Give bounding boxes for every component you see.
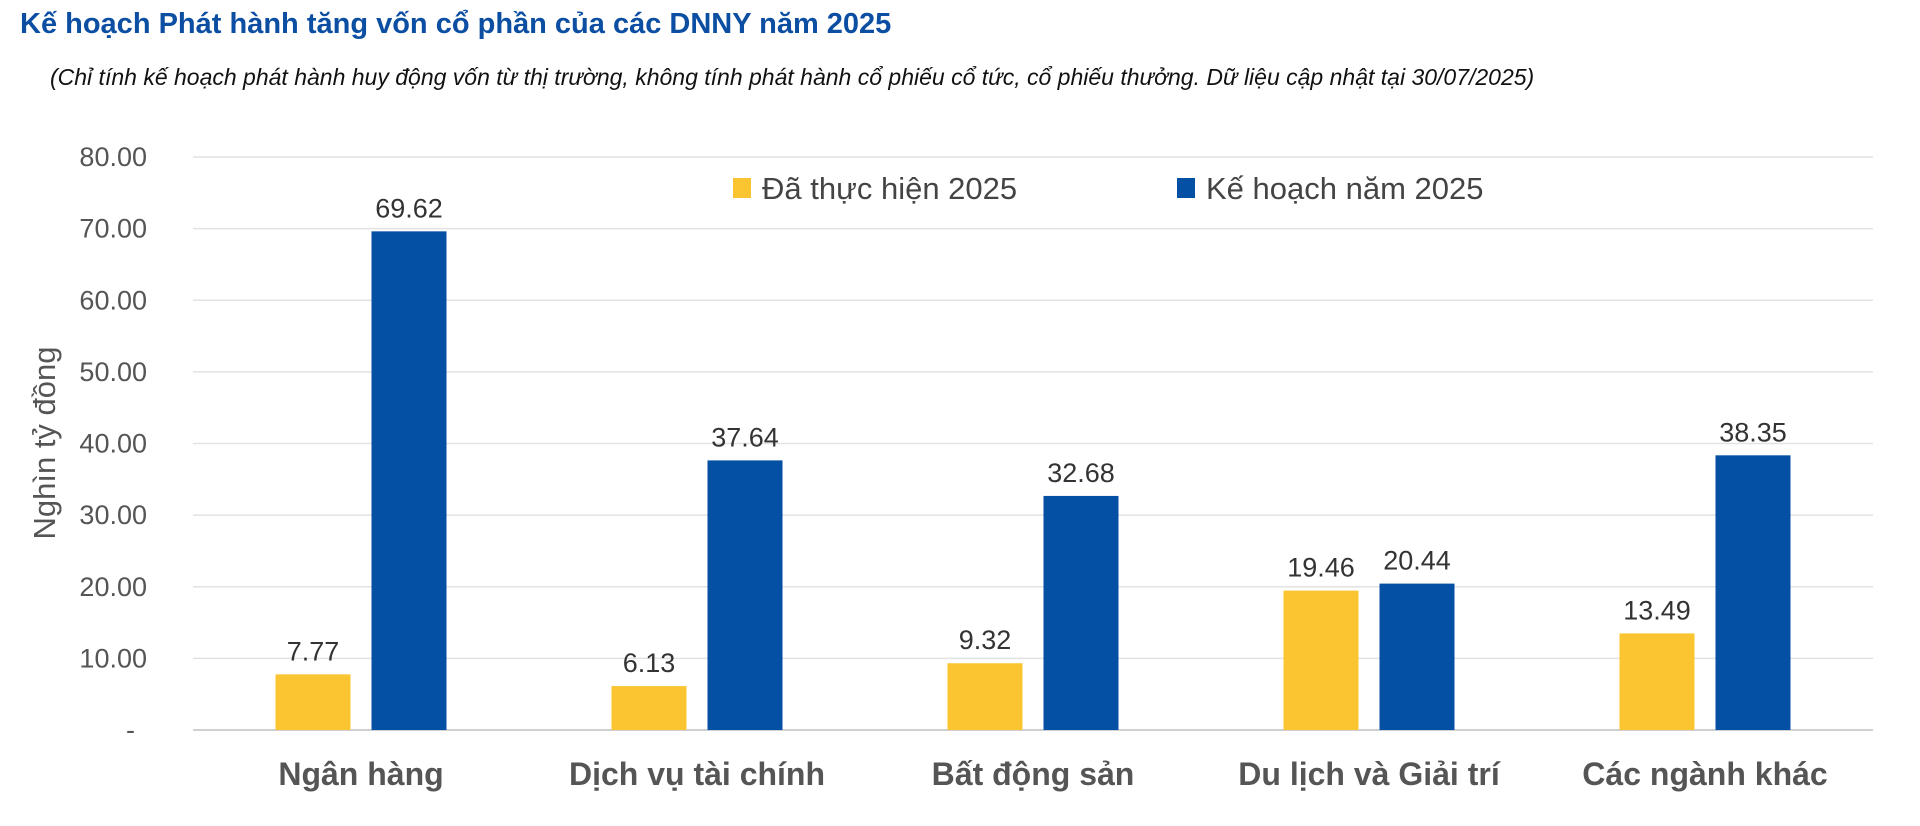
data-label: 37.64 xyxy=(711,422,779,452)
data-label: 9.32 xyxy=(959,625,1012,655)
data-label: 7.77 xyxy=(287,636,340,666)
data-label: 69.62 xyxy=(375,193,443,223)
y-tick-label: 70.00 xyxy=(79,214,147,244)
bar-actual xyxy=(1283,590,1359,730)
x-category-label: Các ngành khác xyxy=(1582,756,1827,792)
chart-title: Kế hoạch Phát hành tăng vốn cổ phần của … xyxy=(20,8,892,40)
y-tick-label: 50.00 xyxy=(79,357,147,387)
bar-plan xyxy=(1043,495,1119,730)
data-label: 32.68 xyxy=(1047,458,1115,488)
y-tick-label: 10.00 xyxy=(79,643,147,673)
bar-plan xyxy=(707,460,783,730)
data-label: 19.46 xyxy=(1287,553,1355,583)
legend-label: Kế hoạch năm 2025 xyxy=(1206,171,1484,206)
x-category-label: Du lịch và Giải trí xyxy=(1238,756,1501,792)
bar-plan xyxy=(371,231,447,731)
bar-actual xyxy=(947,663,1023,730)
x-category-label: Dịch vụ tài chính xyxy=(569,756,825,792)
data-label: 38.35 xyxy=(1719,417,1787,447)
data-label: 6.13 xyxy=(623,648,676,678)
bar-actual xyxy=(1619,633,1695,730)
legend-label: Đã thực hiện 2025 xyxy=(762,171,1017,206)
y-tick-label: 20.00 xyxy=(79,572,147,602)
bar-actual xyxy=(275,674,351,730)
y-tick-label: - xyxy=(126,715,135,745)
x-category-label: Ngân hàng xyxy=(278,756,443,792)
legend-swatch xyxy=(1177,178,1195,198)
y-axis-label: Nghìn tỷ đồng xyxy=(27,346,62,539)
y-tick-label: 80.00 xyxy=(79,142,147,172)
legend-swatch xyxy=(733,178,751,198)
bar-plan xyxy=(1379,583,1455,730)
chart-subtitle: (Chỉ tính kế hoạch phát hành huy động vố… xyxy=(50,64,1535,90)
x-category-label: Bất động sản xyxy=(932,756,1135,792)
data-label: 13.49 xyxy=(1623,595,1691,625)
bar-actual xyxy=(611,686,687,730)
y-tick-label: 40.00 xyxy=(79,429,147,459)
y-tick-label: 30.00 xyxy=(79,500,147,530)
y-tick-label: 60.00 xyxy=(79,285,147,315)
bar-plan xyxy=(1715,455,1791,730)
data-label: 20.44 xyxy=(1383,546,1451,576)
